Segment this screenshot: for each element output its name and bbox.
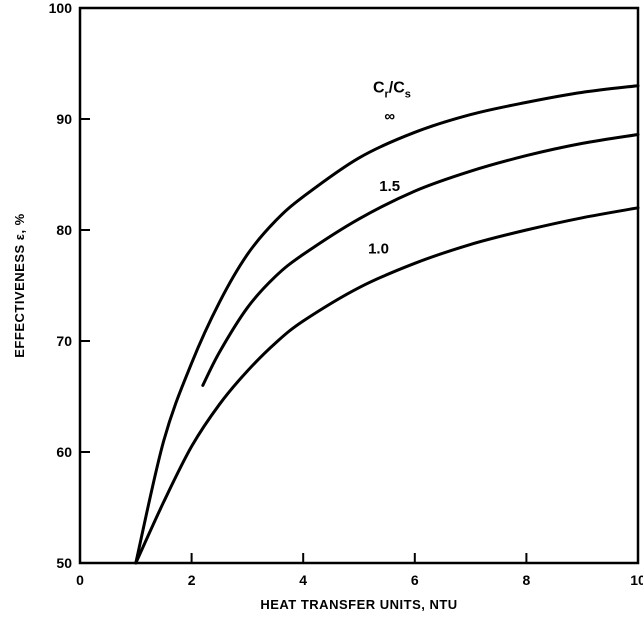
curve-label: 1.5 <box>379 178 400 195</box>
y-tick-label: 80 <box>56 222 72 238</box>
x-tick-label: 10 <box>630 572 643 588</box>
legend-sub-r: r <box>385 88 390 100</box>
y-tick-label: 100 <box>49 0 73 16</box>
curve-1-0 <box>134 206 640 565</box>
plot-area <box>78 6 640 565</box>
curve-infinity <box>134 84 640 565</box>
x-tick-label: 2 <box>188 572 196 588</box>
legend-sub-s: s <box>405 88 411 100</box>
x-tick-label: 4 <box>299 572 307 588</box>
curve-label: ∞ <box>384 108 395 125</box>
legend-slash-c: /C <box>389 79 405 96</box>
x-tick-label: 8 <box>523 572 531 588</box>
y-axis-title: EFFECTIVENESS ε, % <box>12 213 27 357</box>
y-tick-label: 70 <box>56 333 72 349</box>
x-tick-label: 0 <box>76 572 84 588</box>
x-axis-title: HEAT TRANSFER UNITS, NTU <box>260 597 457 612</box>
legend-c: C <box>373 79 385 96</box>
x-axis: 0 2 4 6 8 10 <box>76 553 643 588</box>
curve-label: 1.0 <box>368 240 389 257</box>
curve-1-5 <box>201 133 640 387</box>
legend-title: Cr/Cs <box>373 79 411 100</box>
y-axis: 50 60 70 80 90 100 <box>49 0 90 571</box>
y-tick-label: 60 <box>56 444 72 460</box>
plot-frame <box>78 6 640 565</box>
x-tick-label: 6 <box>411 572 419 588</box>
y-tick-label: 50 <box>56 555 72 571</box>
svg-text:Cr/Cs: Cr/Cs <box>373 79 411 100</box>
curves: ∞ 1.5 1.0 <box>134 84 640 565</box>
y-tick-label: 90 <box>56 111 72 127</box>
